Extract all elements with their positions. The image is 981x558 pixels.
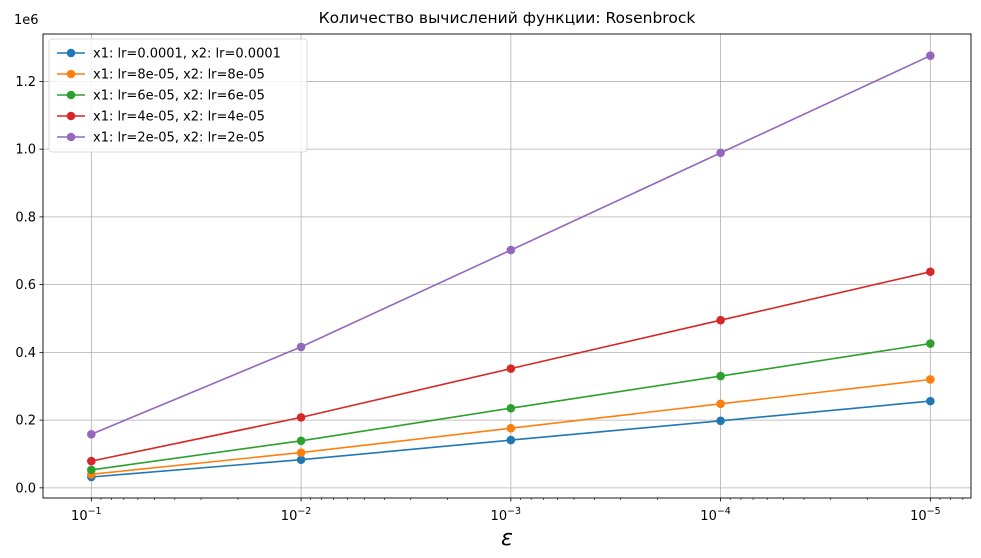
legend-marker bbox=[66, 111, 76, 121]
plot-frame bbox=[42, 33, 972, 499]
axis-ticks: 10−1 10−2 10−3 10−4 10−5 0.0 0.2 0.4 0.6 0.8 1.0 1.… bbox=[15, 75, 964, 524]
data-point bbox=[926, 51, 935, 60]
series-lines bbox=[87, 51, 935, 482]
data-point bbox=[716, 315, 725, 325]
legend-entry: x1: lr=0.0001, x2: lr=0.0001 bbox=[57, 47, 281, 62]
legend-entry: x1: lr=6e-05, x2: lr=6e-05 bbox=[57, 89, 265, 104]
x-tick-label: 10−3 bbox=[491, 506, 522, 524]
data-point bbox=[506, 423, 516, 433]
y-tick-label: 0.6 bbox=[15, 278, 36, 293]
legend-box bbox=[48, 38, 308, 153]
legend-label: x1: lr=2e-05, x2: lr=2e-05 bbox=[93, 131, 265, 146]
chart-title: Количество вычислений функции: Rosenbroc… bbox=[319, 9, 696, 27]
legend-entry: x1: lr=2e-05, x2: lr=2e-05 bbox=[57, 131, 265, 146]
legend-marker bbox=[66, 48, 76, 58]
data-point bbox=[296, 455, 306, 465]
data-point bbox=[506, 245, 516, 255]
legend-entry: x1: lr=4e-05, x2: lr=4e-05 bbox=[57, 110, 265, 125]
data-point bbox=[506, 403, 516, 413]
legend-label: x1: lr=8e-05, x2: lr=8e-05 bbox=[93, 68, 265, 83]
y-tick-label: 1.2 bbox=[15, 75, 36, 90]
legend-label: x1: lr=4e-05, x2: lr=4e-05 bbox=[93, 110, 265, 125]
legend-marker bbox=[66, 132, 76, 142]
series bbox=[87, 267, 935, 466]
data-point bbox=[296, 413, 306, 422]
data-point bbox=[716, 399, 725, 409]
data-point bbox=[926, 375, 935, 384]
data-point bbox=[506, 435, 516, 445]
x-axis-label: ε bbox=[501, 526, 513, 551]
y-tick-label: 0.2 bbox=[15, 414, 36, 429]
data-point bbox=[87, 430, 96, 439]
data-point bbox=[296, 448, 306, 457]
y-tick-label: 0.4 bbox=[15, 346, 36, 361]
legend-label: x1: lr=6e-05, x2: lr=6e-05 bbox=[93, 89, 265, 104]
y-tick-label: 0.0 bbox=[15, 481, 36, 496]
data-point bbox=[926, 267, 935, 277]
legend-marker bbox=[66, 69, 76, 79]
y-tick-label: 1.0 bbox=[15, 143, 36, 158]
y-tick-label: 0.8 bbox=[15, 210, 36, 225]
data-point bbox=[296, 436, 306, 446]
data-point bbox=[926, 396, 935, 406]
x-tick-label: 10−1 bbox=[71, 506, 102, 524]
x-tick-label: 10−5 bbox=[910, 506, 941, 524]
data-point bbox=[926, 339, 935, 348]
x-tick-label: 10−2 bbox=[281, 506, 312, 524]
y-axis-offset-label: 1e6 bbox=[14, 13, 39, 28]
data-point bbox=[87, 465, 96, 475]
legend: x1: lr=0.0001, x2: lr=0.0001 x1: lr=8e-05… bbox=[48, 38, 308, 153]
data-point bbox=[716, 148, 725, 158]
data-point bbox=[716, 416, 725, 426]
legend-marker bbox=[66, 90, 76, 100]
legend-label: x1: lr=0.0001, x2: lr=0.0001 bbox=[93, 47, 281, 62]
x-tick-label: 10−4 bbox=[700, 506, 731, 524]
series bbox=[87, 396, 935, 482]
series bbox=[87, 339, 935, 475]
data-point bbox=[506, 364, 516, 373]
data-point bbox=[87, 456, 96, 466]
data-point bbox=[296, 342, 306, 352]
series bbox=[87, 51, 935, 439]
legend-entry: x1: lr=8e-05, x2: lr=8e-05 bbox=[57, 68, 265, 83]
data-point bbox=[716, 371, 725, 381]
